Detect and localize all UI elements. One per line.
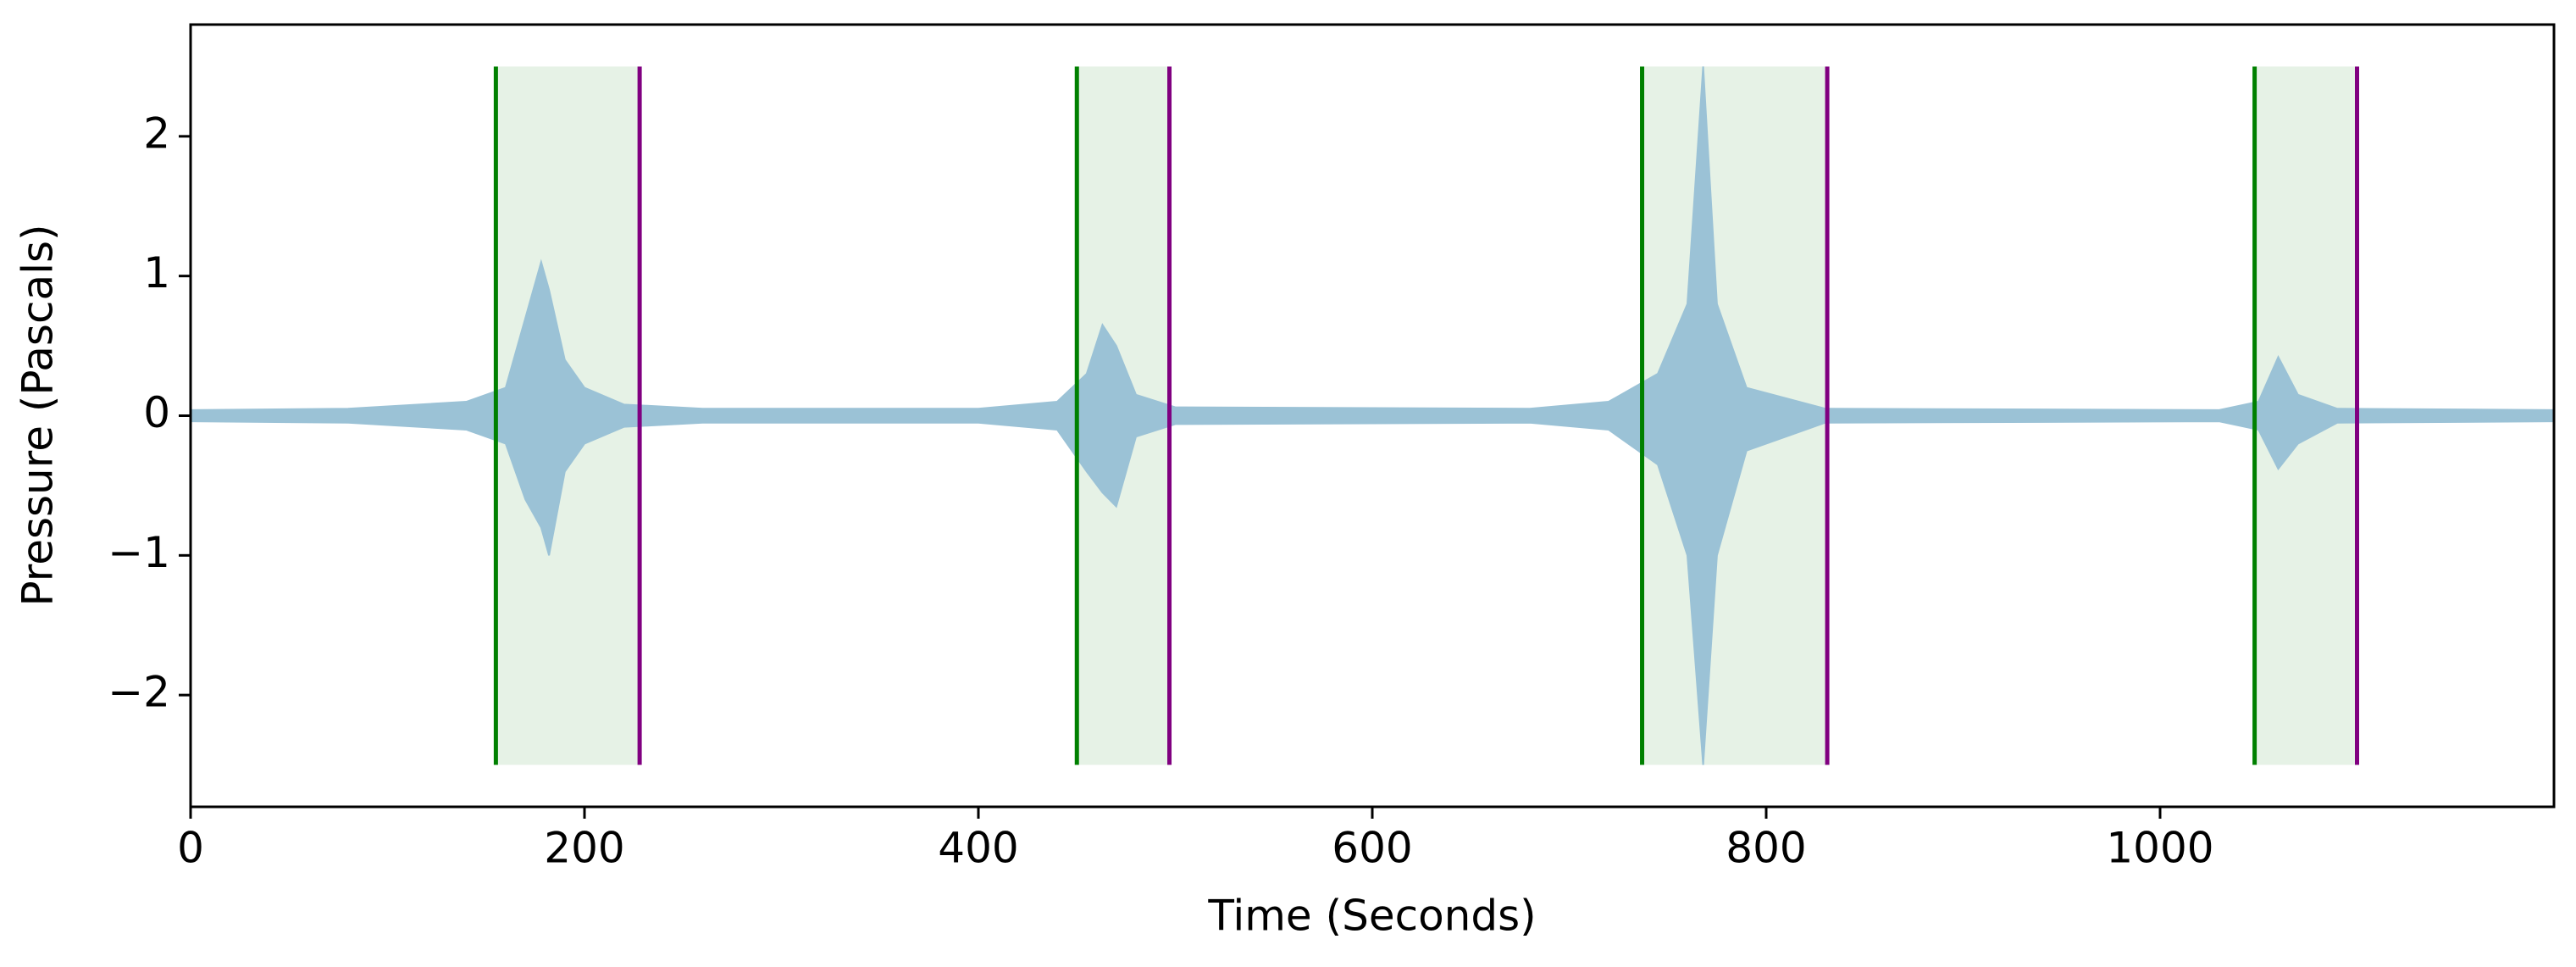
- x-axis-label: Time (Seconds): [1207, 892, 1536, 941]
- y-tick-label: 0: [143, 388, 170, 437]
- y-tick-label: 2: [143, 108, 170, 158]
- signal-envelope: [190, 414, 2555, 765]
- x-tick-label: 0: [177, 824, 204, 873]
- x-tick-label: 600: [1332, 824, 1412, 873]
- y-tick-label: −1: [108, 528, 170, 577]
- signal-envelope: [190, 66, 2555, 417]
- x-tick-label: 200: [544, 824, 624, 873]
- plot-area: [190, 66, 2555, 765]
- y-axis-label: Pressure (Pascals): [14, 224, 63, 606]
- x-tick-label: 1000: [2106, 824, 2213, 873]
- y-tick-label: 1: [143, 248, 170, 297]
- x-tick-label: 800: [1726, 824, 1806, 873]
- y-tick-label: −2: [108, 668, 170, 717]
- x-tick-label: 400: [938, 824, 1018, 873]
